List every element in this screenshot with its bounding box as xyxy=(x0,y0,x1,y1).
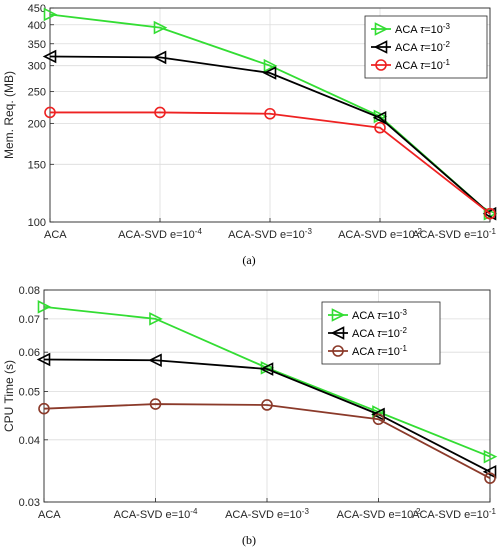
y-tick-label: 0.08 xyxy=(19,285,40,297)
y-axis-label: CPU Time (s) xyxy=(2,360,16,432)
data-point xyxy=(374,121,386,134)
y-tick-label: 100 xyxy=(28,217,46,229)
data-point xyxy=(152,50,167,65)
y-tick-label: 0.06 xyxy=(19,347,40,359)
x-tick-label: ACA-SVD e=10-4 xyxy=(114,507,198,522)
series-line xyxy=(43,403,491,479)
legend-label: ACA τ=10-1 xyxy=(395,58,451,73)
data-point xyxy=(484,207,496,220)
y-tick-label: 0.05 xyxy=(19,387,40,399)
series-line xyxy=(50,111,491,215)
legend-label: ACA τ=10-2 xyxy=(395,40,451,55)
x-tick-label: ACA-SVD e=10-1 xyxy=(412,507,496,522)
chart-panel-a: 100 150 200 250 300 350 400 450 ACA ACA-SVD e=10-… xyxy=(2,3,498,242)
data-point xyxy=(483,449,498,464)
legend-label: ACA τ=10-3 xyxy=(352,308,408,323)
x-tick-label: ACA-SVD e=10-1 xyxy=(412,227,496,242)
x-tick-label: ACA-SVD e=10-3 xyxy=(225,507,309,522)
legend-marker xyxy=(375,59,387,71)
data-point xyxy=(371,407,385,422)
y-tick-label: 300 xyxy=(28,61,46,73)
data-point xyxy=(153,20,168,35)
data-point xyxy=(43,7,58,22)
legend-marker xyxy=(331,308,346,322)
data-point xyxy=(44,106,56,119)
caption-b: (b) xyxy=(242,533,256,547)
data-point xyxy=(149,398,162,410)
data-point xyxy=(149,312,163,326)
y-tick-label: 150 xyxy=(28,159,46,171)
x-tick-label: ACA-SVD e=10-2 xyxy=(337,507,421,522)
y-tick-label: 350 xyxy=(28,39,46,51)
data-point xyxy=(38,402,50,415)
series-line xyxy=(43,305,491,458)
x-tick-label: ACA xyxy=(44,229,67,241)
y-axis-label: Mem. Req. (MB) xyxy=(2,71,16,159)
y-tick-label: 0.04 xyxy=(19,435,40,447)
data-point xyxy=(482,464,497,479)
legend-marker xyxy=(332,345,344,357)
y-tick-label: 250 xyxy=(28,87,46,99)
y-tick-label: 0.03 xyxy=(19,497,40,509)
data-point xyxy=(154,106,166,119)
y-tick-label: 0.07 xyxy=(19,314,40,326)
data-point xyxy=(264,107,276,120)
series-line xyxy=(43,358,491,473)
x-tick-label: ACA-SVD e=10-3 xyxy=(228,227,312,242)
x-tick-label: ACA-SVD e=10-4 xyxy=(118,227,202,242)
legend-label: ACA τ=10-1 xyxy=(352,344,408,359)
y-tick-label: 200 xyxy=(28,118,46,130)
x-tick-label: ACA-SVD e=10-2 xyxy=(338,227,422,242)
y-tick-label: 400 xyxy=(28,20,46,32)
chart-panel-b: 0.03 0.04 0.05 0.06 0.07 0.08 ACA ACA-SVD e=10-… xyxy=(2,285,498,522)
legend-marker xyxy=(374,22,389,36)
legend-label: ACA τ=10-3 xyxy=(395,22,451,37)
data-point xyxy=(37,300,52,314)
data-point xyxy=(372,111,387,125)
data-point xyxy=(259,362,274,376)
y-tick-label: 450 xyxy=(28,3,46,15)
series-line xyxy=(49,55,491,215)
legend-label: ACA τ=10-2 xyxy=(352,326,408,341)
data-point xyxy=(372,413,385,426)
x-tick-label: ACA xyxy=(38,509,61,521)
data-point xyxy=(42,49,57,64)
data-point xyxy=(261,399,273,411)
data-point xyxy=(36,352,51,367)
data-point xyxy=(262,66,277,80)
legend-marker xyxy=(330,326,345,340)
data-point xyxy=(263,58,278,73)
caption-a: (a) xyxy=(242,253,255,267)
legend-marker xyxy=(373,40,388,54)
data-point xyxy=(484,472,496,484)
data-point xyxy=(148,353,162,368)
